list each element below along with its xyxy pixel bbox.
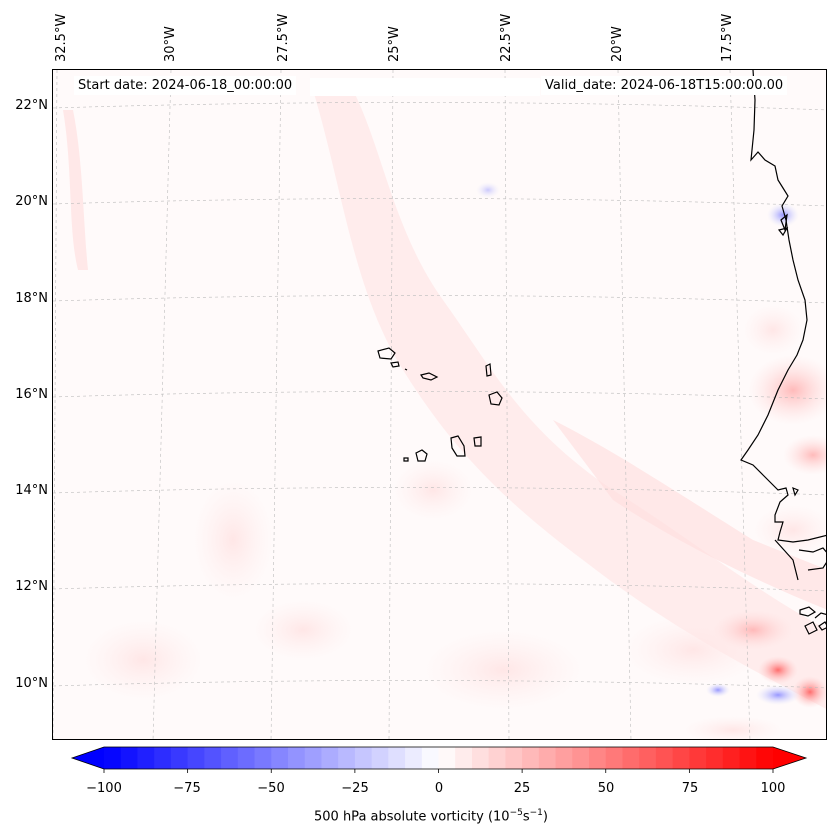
colorbar-outline <box>70 746 808 770</box>
colorbar-segment <box>338 747 356 769</box>
colorbar-tick-label: 25 <box>513 781 531 796</box>
coastline <box>377 70 826 635</box>
lon-label: 30°W <box>163 26 178 62</box>
lon-label: 17.5°W <box>720 13 735 62</box>
colorbar-segment <box>522 747 540 769</box>
colorbar-segment <box>271 747 289 769</box>
colorbar-tick-label: −75 <box>173 781 201 796</box>
colorbar-segment <box>605 747 623 769</box>
lat-label: 18°N <box>15 291 48 306</box>
colorbar-segment <box>321 747 339 769</box>
colorbar-segment <box>204 747 222 769</box>
lat-label: 14°N <box>15 483 48 498</box>
start-date-label: Start date: 2024-06-18_00:00:00 <box>74 76 297 95</box>
colorbar-tick-label: 100 <box>760 781 786 796</box>
colorbar-segment <box>221 747 239 769</box>
colorbar-segment <box>622 747 640 769</box>
colorbar-segment <box>706 747 724 769</box>
colorbar-segment <box>438 747 456 769</box>
colorbar-tick-label: 0 <box>434 781 444 796</box>
colorbar-segment <box>455 747 473 769</box>
colorbar-segment <box>388 747 406 769</box>
lat-label: 20°N <box>15 194 48 209</box>
colorbar-segment <box>104 747 122 769</box>
colorbar-segment <box>421 747 439 769</box>
colorbar-segment <box>505 747 523 769</box>
colorbar-extend-high <box>773 747 806 769</box>
colorbar-tick-label: 50 <box>597 781 615 796</box>
lat-label: 10°N <box>15 676 48 691</box>
lon-label: 22.5°W <box>499 13 514 62</box>
lat-label: 12°N <box>15 579 48 594</box>
colorbar-segment <box>589 747 607 769</box>
colorbar-segment <box>237 747 256 769</box>
colorbar-tick-label: −50 <box>257 781 285 796</box>
colorbar-segment <box>639 747 657 769</box>
colorbar-segment <box>488 747 506 769</box>
colorbar-segment <box>154 747 172 769</box>
lon-label: 25°W <box>387 26 402 62</box>
lat-label: 22°N <box>15 98 48 113</box>
colorbar-segment <box>254 747 272 769</box>
lon-label: 20°W <box>610 26 625 62</box>
colorbar-segment <box>572 747 590 769</box>
colorbar-segment <box>287 747 306 769</box>
colorbar-segment <box>722 747 741 769</box>
colorbar-segment <box>304 747 322 769</box>
valid-date-label: Valid_date: 2024-06-18T15:00:00.00 <box>541 76 788 95</box>
map-panel <box>52 69 827 740</box>
colorbar-segment <box>170 747 189 769</box>
colorbar-segment <box>555 747 573 769</box>
colorbar-tick-label: 75 <box>681 781 699 796</box>
colorbar-segment <box>471 747 490 769</box>
colorbar-segment <box>655 747 674 769</box>
lon-label: 27.5°W <box>276 13 291 62</box>
colorbar-segment <box>756 747 774 769</box>
colorbar-label: 500 hPa absolute vorticity (10−5s−1) <box>314 808 548 825</box>
lat-label: 16°N <box>15 387 48 402</box>
vorticity-field <box>53 70 826 739</box>
colorbar-segment <box>354 747 373 769</box>
colorbar-segment <box>187 747 205 769</box>
lon-label: 32.5°W <box>54 13 69 62</box>
colorbar-extend-low <box>72 747 104 769</box>
header-strip <box>310 78 540 96</box>
colorbar-segment <box>739 747 757 769</box>
colorbar-segment <box>137 747 155 769</box>
colorbar-segment <box>689 747 707 769</box>
colorbar-segment <box>371 747 389 769</box>
colorbar-segment <box>538 747 557 769</box>
colorbar-segment <box>405 747 423 769</box>
colorbar-tick-label: −100 <box>86 781 122 796</box>
colorbar-tick-label: −25 <box>341 781 369 796</box>
colorbar-segment <box>672 747 690 769</box>
colorbar-segment <box>120 747 138 769</box>
